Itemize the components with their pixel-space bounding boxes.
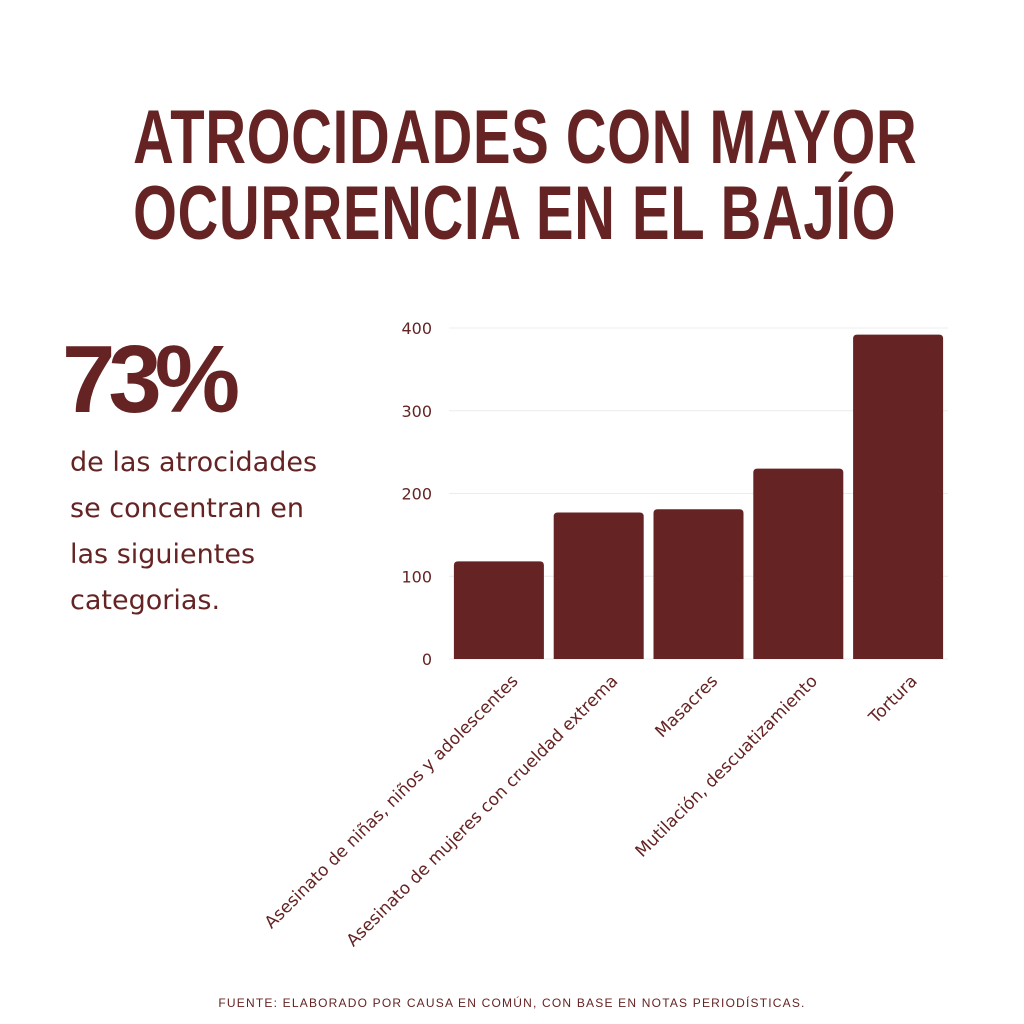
x-tick-label: Tortura <box>865 671 922 728</box>
x-tick-label: Mutilación, descuatizamiento <box>632 671 822 861</box>
x-tick-label: Masacres <box>652 671 723 742</box>
bar <box>653 509 744 659</box>
chart-title-line-2: OCURRENCIA EN EL BAJÍO <box>133 171 897 256</box>
chart-title: ATROCIDADES CON MAYOR OCURRENCIA EN EL B… <box>133 95 918 256</box>
y-tick-label: 400 <box>401 319 432 338</box>
source-note: FUENTE: ELABORADO POR CAUSA EN COMÚN, CO… <box>218 996 806 1010</box>
highlight-percentage: 73% <box>62 326 240 433</box>
y-tick-label: 300 <box>401 402 432 421</box>
y-tick-label: 100 <box>401 567 432 586</box>
bar <box>553 512 644 659</box>
y-tick-label: 0 <box>422 650 432 669</box>
bar <box>453 561 544 659</box>
y-tick-label: 200 <box>401 485 432 504</box>
highlight-description: de las atrocidades se concentran en las … <box>70 447 318 616</box>
bar <box>853 334 944 659</box>
bar <box>753 468 844 659</box>
chart-title-line-1: ATROCIDADES CON MAYOR <box>133 95 918 180</box>
